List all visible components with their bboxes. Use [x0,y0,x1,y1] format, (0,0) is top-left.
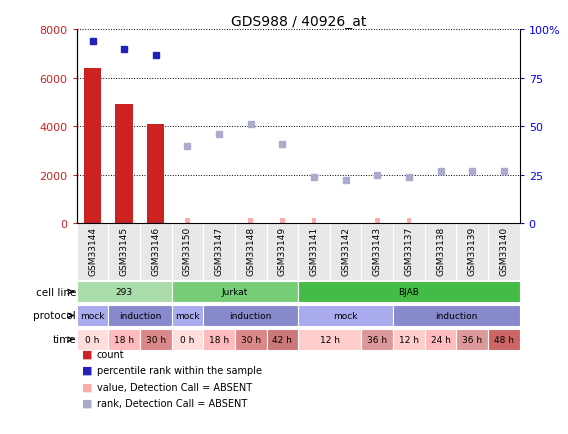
Bar [185,219,190,224]
Text: mock: mock [333,311,358,320]
Bar [115,105,133,224]
Text: 30 h: 30 h [241,335,261,344]
Text: count: count [97,349,124,358]
Bar [312,219,316,224]
Text: protocol: protocol [34,311,76,321]
Text: time: time [52,335,76,345]
Text: GSM33150: GSM33150 [183,227,192,276]
Bar [84,69,101,224]
Text: ■: ■ [82,398,93,408]
Bar [361,329,393,350]
Text: 42 h: 42 h [273,335,293,344]
Text: GSM33148: GSM33148 [247,227,255,275]
Text: ■: ■ [82,349,93,358]
Bar [248,219,253,224]
Bar [140,329,172,350]
Text: 36 h: 36 h [367,335,387,344]
Text: 293: 293 [115,287,133,296]
Text: GSM33141: GSM33141 [310,227,319,275]
Text: induction: induction [119,311,161,320]
Bar [393,329,425,350]
Bar [407,219,411,224]
Text: GSM33142: GSM33142 [341,227,350,275]
Text: GSM33147: GSM33147 [215,227,224,275]
Text: 0 h: 0 h [85,335,100,344]
Text: GSM33139: GSM33139 [468,227,477,276]
Bar [457,329,488,350]
Text: Jurkat: Jurkat [222,287,248,296]
Text: 36 h: 36 h [462,335,482,344]
Bar [172,305,203,326]
Text: 24 h: 24 h [431,335,450,344]
Text: 12 h: 12 h [320,335,340,344]
Bar [77,329,108,350]
Bar [108,305,172,326]
Text: GSM33140: GSM33140 [499,227,508,275]
Bar [203,305,298,326]
Text: GSM33137: GSM33137 [404,227,414,276]
Text: induction: induction [435,311,478,320]
Text: GSM33145: GSM33145 [120,227,128,275]
Bar [425,329,457,350]
Text: GSM33143: GSM33143 [373,227,382,275]
Bar [266,329,298,350]
Bar [203,329,235,350]
Bar [298,281,520,302]
Bar [375,219,379,224]
Text: ■: ■ [82,382,93,391]
Bar [393,305,520,326]
Text: 48 h: 48 h [494,335,514,344]
Bar [108,329,140,350]
Text: 12 h: 12 h [399,335,419,344]
Bar [172,329,203,350]
Title: GDS988 / 40926_at: GDS988 / 40926_at [231,15,366,30]
Text: 18 h: 18 h [209,335,229,344]
Text: rank, Detection Call = ABSENT: rank, Detection Call = ABSENT [97,398,247,408]
Bar [77,281,172,302]
Bar [298,329,361,350]
Text: induction: induction [229,311,272,320]
Text: mock: mock [175,311,200,320]
Bar [280,219,285,224]
Text: GSM33144: GSM33144 [88,227,97,275]
Bar [298,305,393,326]
Text: GSM33146: GSM33146 [151,227,160,275]
Text: GSM33138: GSM33138 [436,227,445,276]
Text: mock: mock [80,311,105,320]
Text: value, Detection Call = ABSENT: value, Detection Call = ABSENT [97,382,252,391]
Text: BJAB: BJAB [399,287,419,296]
Text: cell line: cell line [36,287,76,297]
Text: ■: ■ [82,365,93,375]
Bar [172,281,298,302]
Bar [488,329,520,350]
Bar [147,125,165,224]
Text: 0 h: 0 h [180,335,195,344]
Text: percentile rank within the sample: percentile rank within the sample [97,365,261,375]
Text: GSM33149: GSM33149 [278,227,287,275]
Text: 30 h: 30 h [146,335,166,344]
Text: 18 h: 18 h [114,335,134,344]
Bar [235,329,266,350]
Bar [77,305,108,326]
